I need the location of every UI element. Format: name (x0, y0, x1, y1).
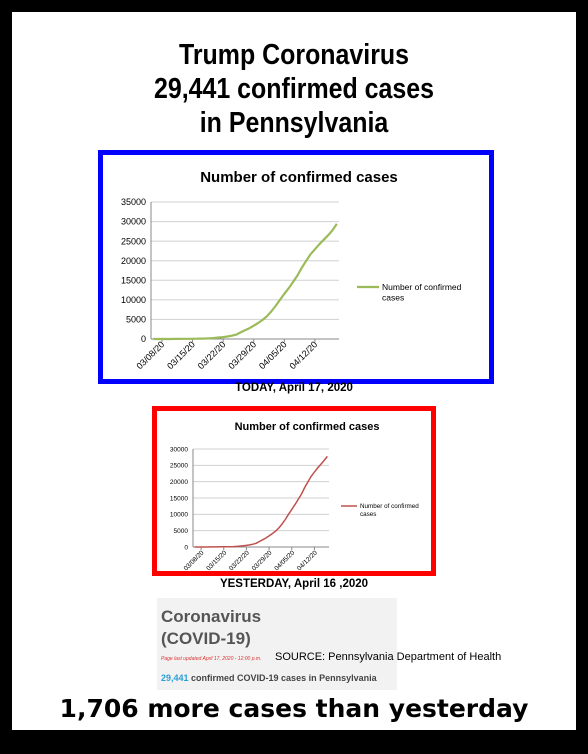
confirmed-count-line: 29,441 confirmed COVID-19 cases in Penns… (161, 673, 377, 683)
yesterday-caption: YESTERDAY, April 16 ,2020 (219, 578, 369, 590)
yesterday-y-tick-label: 30000 (170, 446, 188, 453)
today-y-tick-label: 25000 (121, 236, 146, 246)
yesterday-legend-label-2: cases (360, 511, 376, 518)
yesterday-x-tick-label: 03/29/20 (251, 549, 274, 571)
today-x-tick-label: 03/15/20 (165, 339, 197, 371)
yesterday-x-tick-label: 04/05/20 (273, 549, 296, 571)
bottom-banner: 1,706 more cases than yesterday (59, 694, 529, 723)
today-chart: Number of confirmed cases 0 5000 10000 15000… (121, 169, 462, 371)
today-x-tick-label: 04/05/20 (257, 339, 289, 371)
today-y-tick-label: 20000 (121, 256, 146, 266)
today-y-tick-label: 30000 (121, 217, 146, 227)
today-x-tick-label: 03/29/20 (226, 339, 258, 371)
today-x-tick-label: 04/12/20 (288, 339, 320, 371)
covid-heading: Coronavirus (COVID-19) (161, 606, 391, 650)
confirmed-count: 29,441 (161, 673, 189, 683)
headline-line-3: in Pennsylvania (199, 107, 389, 139)
yesterday-y-tick-label: 20000 (170, 479, 188, 486)
today-y-tick-label: 35000 (121, 197, 146, 207)
yesterday-y-tick-label: 0 (184, 544, 188, 551)
yesterday-x-tick-label: 03/15/20 (205, 549, 228, 571)
today-caption: TODAY, April 17, 2020 (235, 382, 353, 394)
today-y-tick-label: 10000 (121, 295, 146, 305)
today-x-tick-label: 03/22/20 (196, 339, 228, 371)
headline-line-2: 29,441 confirmed cases (153, 73, 435, 105)
yesterday-x-tick-label: 03/08/20 (183, 549, 206, 571)
covid-heading-line-2: (COVID-19) (161, 629, 251, 648)
yesterday-y-tick-label: 25000 (170, 463, 188, 470)
today-y-tick-label: 5000 (126, 315, 146, 325)
covid-heading-line-1: Coronavirus (161, 607, 262, 626)
confirmed-count-text: confirmed COVID-19 cases in Pennsylvania (188, 673, 377, 683)
yesterday-series-line (194, 455, 328, 548)
yesterday-y-tick-label: 15000 (170, 495, 188, 502)
yesterday-chart-frame: Number of confirmed cases 0 5000 10000 15000… (152, 406, 436, 576)
yesterday-y-tick-label: 10000 (170, 512, 188, 519)
last-updated-text: Page last updated April 17, 2020 - 12:00… (161, 656, 262, 662)
yesterday-x-tick-label: 03/22/20 (228, 549, 251, 571)
white-panel: Trump Coronavirus 29,441 confirmed cases… (12, 12, 576, 730)
headline-line-1: Trump Coronavirus (178, 39, 410, 71)
source-note: SOURCE: Pennsylvania Department of Healt… (275, 651, 502, 663)
today-chart-title: Number of confirmed cases (200, 169, 398, 186)
yesterday-chart: Number of confirmed cases 0 5000 10000 15000… (170, 421, 419, 572)
yesterday-chart-title: Number of confirmed cases (235, 421, 380, 433)
today-legend-label-2: cases (382, 293, 404, 303)
yesterday-legend-label-1: Number of confirmed (360, 503, 419, 510)
yesterday-y-tick-label: 5000 (174, 528, 189, 535)
today-y-tick-label: 15000 (121, 275, 146, 285)
covid-info-card: Coronavirus (COVID-19) Page last updated… (157, 598, 397, 690)
today-chart-frame: Number of confirmed cases 0 5000 10000 15000… (98, 150, 494, 384)
yesterday-x-tick-label: 04/12/20 (296, 549, 319, 571)
today-x-tick-label: 03/08/20 (134, 339, 166, 371)
today-series-line (153, 223, 338, 341)
today-legend-label-1: Number of confirmed (382, 282, 462, 292)
today-y-tick-label: 0 (141, 334, 146, 344)
